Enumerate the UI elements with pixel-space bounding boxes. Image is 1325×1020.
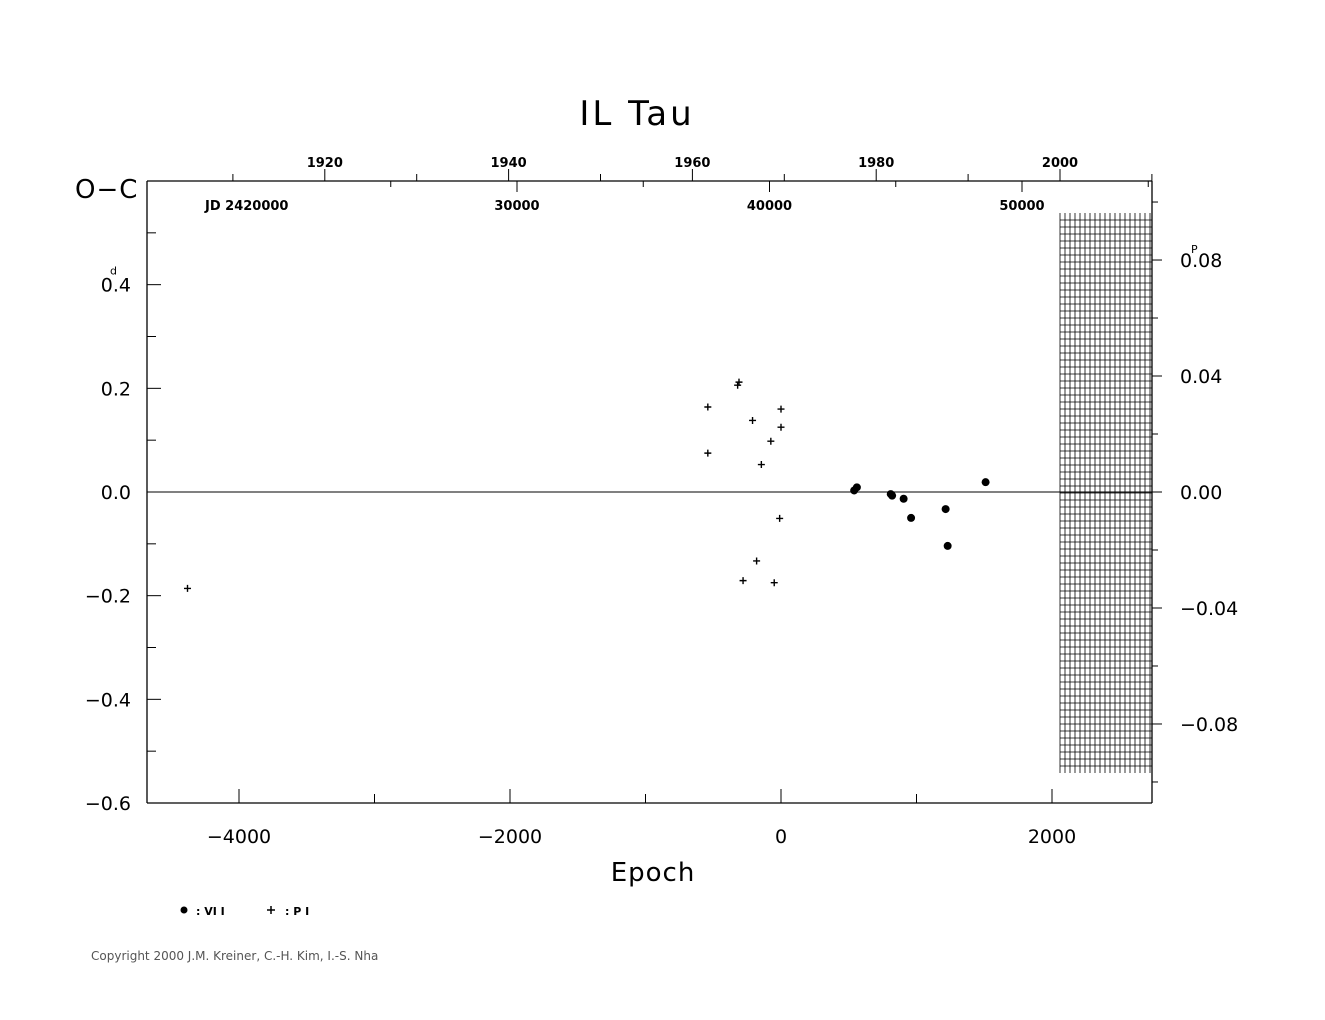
point-plus xyxy=(739,577,747,585)
legend-label-p: : P I xyxy=(285,905,309,918)
x-axis-label: Epoch xyxy=(611,858,696,888)
point-plus xyxy=(704,449,712,457)
y2-tick-label: 0.00 xyxy=(1180,482,1222,504)
point-plus xyxy=(757,461,765,469)
point-plus xyxy=(749,416,757,424)
y2-unit-superscript: P xyxy=(1191,243,1198,256)
x-tick-label: 0 xyxy=(775,826,787,848)
year-tick-label: 1980 xyxy=(858,156,894,171)
y-tick-label: 0.4 xyxy=(101,275,131,297)
y2-tick-label: −0.04 xyxy=(1180,598,1238,620)
x-tick-label: 2000 xyxy=(1028,826,1076,848)
data-points xyxy=(184,378,990,592)
point-plus xyxy=(184,584,192,592)
x-tick-label: −2000 xyxy=(478,826,542,848)
y2-tick-label: −0.08 xyxy=(1180,714,1238,736)
point-circle xyxy=(907,513,916,522)
point-plus xyxy=(735,378,743,386)
y2-tick-label: 0.04 xyxy=(1180,366,1222,388)
year-tick-label: 1960 xyxy=(674,156,710,171)
y-tick-label: −0.6 xyxy=(85,793,131,815)
jd-tick-label: 50000 xyxy=(999,199,1044,214)
legend: : VI I : P I xyxy=(180,905,309,918)
year-tick-label: 1920 xyxy=(307,156,343,171)
point-circle xyxy=(981,478,990,487)
point-plus xyxy=(770,579,778,587)
point-circle xyxy=(888,491,897,500)
jd-tick-label: 30000 xyxy=(494,199,539,214)
jd-tick-label: 40000 xyxy=(747,199,792,214)
point-circle xyxy=(852,483,861,492)
legend-label-vi: : VI I xyxy=(196,905,225,918)
point-circle xyxy=(899,494,908,503)
legend-plus-marker xyxy=(267,906,275,914)
point-plus xyxy=(777,405,785,413)
year-tick-label: 2000 xyxy=(1042,156,1078,171)
y2-tick-label: 0.08 xyxy=(1180,250,1222,272)
x-tick-label: −4000 xyxy=(207,826,271,848)
point-plus xyxy=(767,437,775,445)
year-tick-label: 1940 xyxy=(491,156,527,171)
axes: 0.4 0.2 0.0 −0.2 −0.4 −0.6 d 0.08 0.04 0.00 −0.04 −… xyxy=(85,156,1238,848)
y-axis-label: O−C xyxy=(75,175,138,205)
chart-title: IL Tau xyxy=(579,94,694,134)
point-plus xyxy=(776,514,784,522)
jd-prefix-label: JD 2420000 xyxy=(204,199,288,214)
point-plus xyxy=(704,403,712,411)
y-unit-superscript: d xyxy=(110,265,117,278)
point-plus xyxy=(734,381,742,389)
point-plus xyxy=(777,423,785,431)
y-tick-label: 0.2 xyxy=(101,378,131,400)
copyright-notice: Copyright 2000 J.M. Kreiner, C.-H. Kim, … xyxy=(91,949,379,963)
legend-circle-marker xyxy=(180,906,188,914)
y-tick-label: 0.0 xyxy=(101,482,131,504)
hatched-grid-region xyxy=(1059,213,1152,773)
y-tick-label: −0.2 xyxy=(85,586,131,608)
point-circle xyxy=(941,505,950,514)
point-circle xyxy=(943,541,952,550)
y-tick-label: −0.4 xyxy=(85,689,131,711)
point-plus xyxy=(753,557,761,565)
